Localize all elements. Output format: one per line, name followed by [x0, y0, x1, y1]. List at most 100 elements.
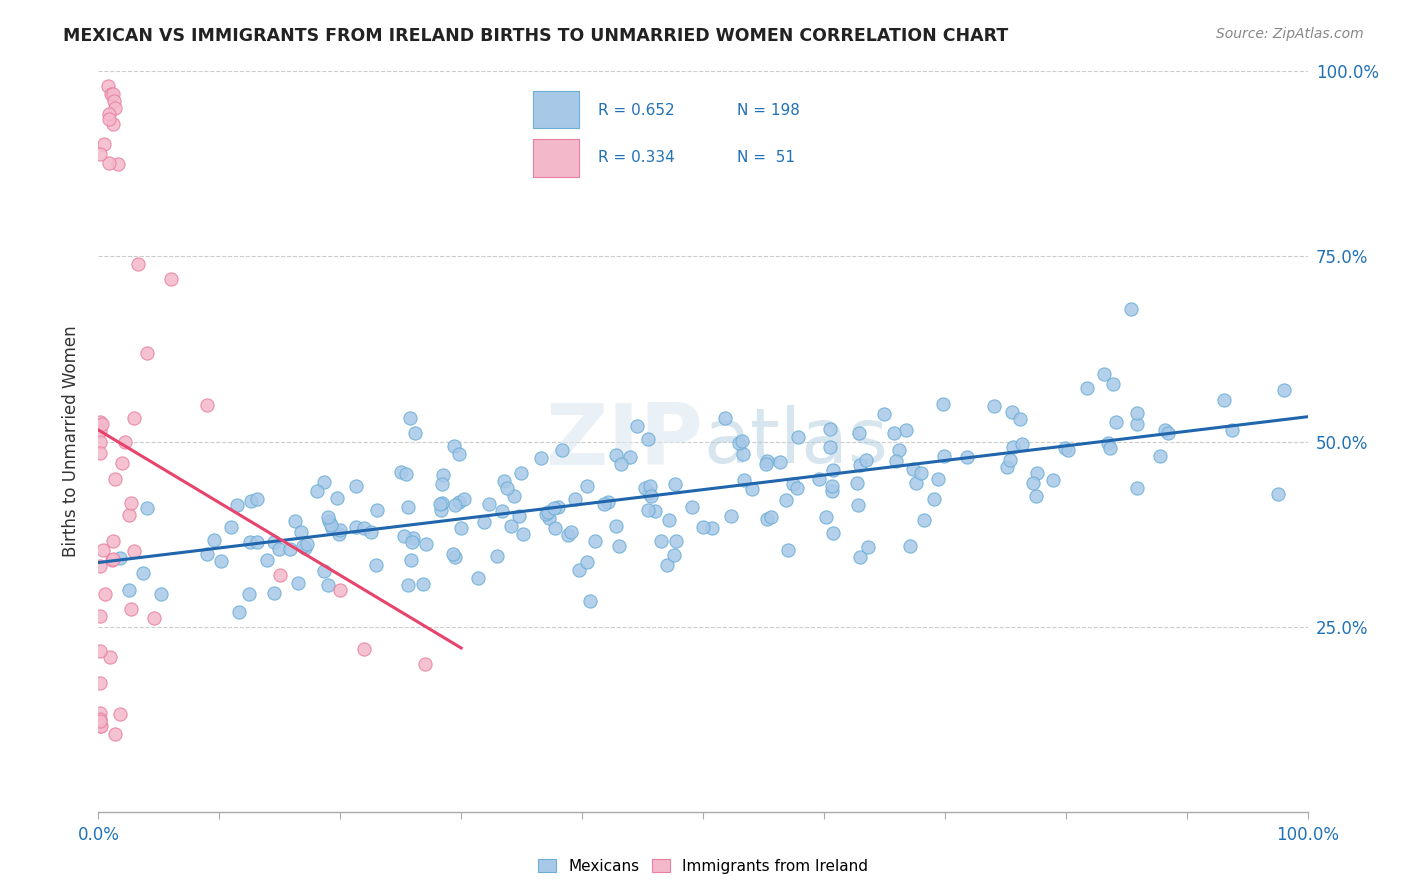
Point: [110, 551, 132, 566]
Point: [256, 552, 278, 566]
Point: [873, 407, 896, 421]
Point: [219, 520, 242, 534]
Point: [432, 467, 454, 482]
Point: [1156, 425, 1178, 440]
Point: [787, 430, 810, 444]
Point: [1001, 441, 1024, 455]
Point: [932, 397, 955, 411]
Point: [662, 548, 685, 562]
Point: [1001, 405, 1024, 419]
Point: [733, 473, 755, 487]
Point: [576, 555, 599, 569]
Point: [135, 501, 157, 516]
Point: [100, 87, 122, 101]
Point: [284, 514, 307, 528]
Point: [391, 465, 413, 479]
Point: [287, 575, 309, 590]
Point: [593, 497, 616, 511]
Point: [884, 454, 907, 468]
Point: [605, 518, 627, 533]
Point: [103, 117, 125, 131]
Point: [821, 479, 844, 493]
Point: [474, 515, 496, 529]
Point: [399, 553, 422, 567]
Point: [1098, 441, 1121, 455]
Point: [782, 477, 804, 491]
Point: [1021, 476, 1043, 491]
Point: [392, 529, 415, 543]
Point: [360, 525, 382, 540]
Point: [114, 435, 136, 450]
Point: [142, 611, 165, 625]
Point: [1105, 415, 1128, 429]
Point: [318, 514, 340, 528]
Y-axis label: Births to Unmarried Women: Births to Unmarried Women: [62, 326, 80, 558]
Point: [655, 558, 678, 572]
Point: [412, 577, 434, 591]
Point: [89, 446, 111, 460]
Text: MEXICAN VS IMMIGRANTS FROM IRELAND BIRTHS TO UNMARRIED WOMEN CORRELATION CHART: MEXICAN VS IMMIGRANTS FROM IRELAND BIRTH…: [63, 27, 1008, 45]
Point: [537, 505, 560, 519]
Point: [103, 552, 125, 566]
Point: [89, 714, 111, 728]
Legend: Mexicans, Immigrants from Ireland: Mexicans, Immigrants from Ireland: [531, 853, 875, 880]
Point: [443, 498, 465, 512]
Point: [329, 523, 352, 537]
Point: [394, 467, 416, 482]
Point: [103, 94, 125, 108]
Point: [1121, 301, 1143, 316]
Point: [664, 476, 686, 491]
Point: [344, 479, 367, 493]
Point: [692, 519, 714, 533]
Point: [316, 577, 339, 591]
Point: [127, 257, 149, 271]
Point: [883, 425, 905, 440]
Point: [122, 544, 145, 558]
Point: [922, 491, 945, 506]
Point: [195, 398, 218, 412]
Point: [444, 550, 467, 565]
Point: [228, 605, 250, 619]
Point: [896, 423, 918, 437]
Point: [644, 504, 666, 518]
Point: [312, 564, 335, 578]
Point: [1057, 442, 1080, 457]
Point: [634, 481, 657, 495]
Point: [927, 472, 949, 486]
Point: [443, 439, 465, 453]
Point: [467, 571, 489, 585]
Point: [453, 491, 475, 506]
Point: [1092, 367, 1115, 381]
Point: [544, 521, 567, 535]
Point: [775, 492, 797, 507]
Point: [321, 521, 343, 535]
Point: [1153, 423, 1175, 437]
Point: [889, 442, 911, 457]
Point: [596, 495, 619, 509]
Point: [307, 484, 329, 499]
Point: [290, 525, 312, 540]
Point: [823, 463, 845, 477]
Point: [564, 492, 586, 507]
Point: [1025, 489, 1047, 503]
Point: [658, 513, 681, 527]
Point: [89, 415, 111, 429]
Point: [786, 482, 808, 496]
Point: [609, 540, 631, 554]
Point: [845, 475, 868, 490]
Point: [269, 541, 291, 556]
Point: [529, 450, 551, 465]
Point: [97, 156, 120, 170]
Point: [447, 447, 470, 461]
Point: [396, 578, 419, 592]
Point: [111, 456, 134, 470]
Point: [1101, 376, 1123, 391]
Point: [263, 585, 285, 599]
Point: [89, 712, 111, 726]
Point: [898, 539, 921, 553]
Point: [605, 448, 627, 462]
Point: [700, 520, 723, 534]
Point: [292, 539, 315, 553]
Point: [637, 502, 659, 516]
Text: R = 0.652: R = 0.652: [598, 103, 673, 118]
